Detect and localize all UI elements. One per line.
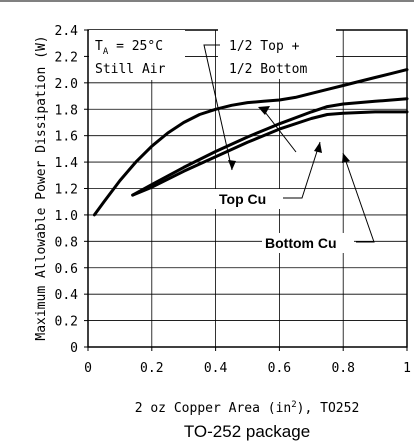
y-tick-label: 0.6 [55, 262, 78, 277]
x-axis-title-part-a: 2 oz Copper Area (in [135, 401, 292, 416]
x-axis-title: 2 oz Copper Area (in2), TO252 [135, 400, 360, 416]
y-tick-label: 0.8 [55, 235, 78, 250]
x-tick-label: 0.2 [140, 361, 163, 376]
top-cu-leader-line [283, 141, 321, 199]
bottom-cu-leader-arrow [342, 153, 350, 163]
series-bottom-cu [131, 110, 409, 197]
y-tick-label: 1.8 [55, 103, 78, 118]
half-top-label-backdrop [218, 29, 336, 79]
y-tick-labels: 0 0.2 0.4 0.6 0.8 1.0 1.2 1.4 1.6 1.8 2.0 2.2 2.4 [55, 24, 79, 356]
y-tick-label: 0 [70, 341, 78, 356]
y-tick-label: 2.2 [55, 50, 78, 65]
bottom-cu-leader-line [342, 152, 375, 243]
y-tick-label: 0.4 [55, 288, 79, 303]
x-axis-title-sup: 2 [291, 400, 296, 410]
bottom-cu-label-backdrop [262, 233, 354, 253]
series-annotations: 1/2 Top + 1/2 Bottom Top Cu Bottom Cu [203, 29, 375, 253]
top-cu-label-backdrop [215, 189, 281, 209]
series-top-cu [131, 97, 409, 197]
half-top-second-leader [264, 111, 297, 153]
conditions-backdrop [89, 30, 185, 80]
x-tick-label: 1 [403, 361, 411, 376]
half-top-leader-arrow [228, 160, 236, 170]
y-axis-title: Maximum Allowable Power Dissipation (W) [34, 35, 49, 340]
half-top-second-arrow [258, 106, 270, 115]
x-tick-label: 0.4 [204, 361, 228, 376]
x-tick-label: 0.8 [331, 361, 354, 376]
x-tick-label: 0.6 [268, 361, 291, 376]
ticks [84, 29, 408, 351]
x-tick-label: 0 [84, 361, 92, 376]
y-tick-label: 1.4 [55, 156, 79, 171]
top-cu-leader-arrow [314, 142, 322, 153]
chart-caption: TO-252 package [184, 422, 310, 441]
y-tick-label: 0.2 [55, 315, 78, 330]
still-air-label: Still Air [95, 62, 166, 77]
bottom-cu-label: Bottom Cu [265, 235, 337, 251]
ambient-temperature-label: TA = 25°C [95, 39, 163, 57]
half-top-label-line1: 1/2 Top + [229, 39, 300, 54]
series-half-top-half-bottom [92, 68, 409, 217]
y-tick-label: 2.0 [55, 77, 78, 92]
y-tick-label: 1.2 [55, 183, 78, 198]
half-top-label-line2: 1/2 Bottom [229, 62, 307, 77]
y-tick-label: 1.0 [55, 209, 78, 224]
series-lines [92, 68, 409, 217]
x-tick-labels: 0 0.2 0.4 0.6 0.8 1 [84, 361, 411, 376]
y-tick-label: 1.6 [55, 130, 78, 145]
x-axis-title-part-b: ), TO252 [297, 401, 360, 416]
y-tick-label: 2.4 [55, 24, 79, 39]
top-cu-label: Top Cu [219, 191, 266, 207]
